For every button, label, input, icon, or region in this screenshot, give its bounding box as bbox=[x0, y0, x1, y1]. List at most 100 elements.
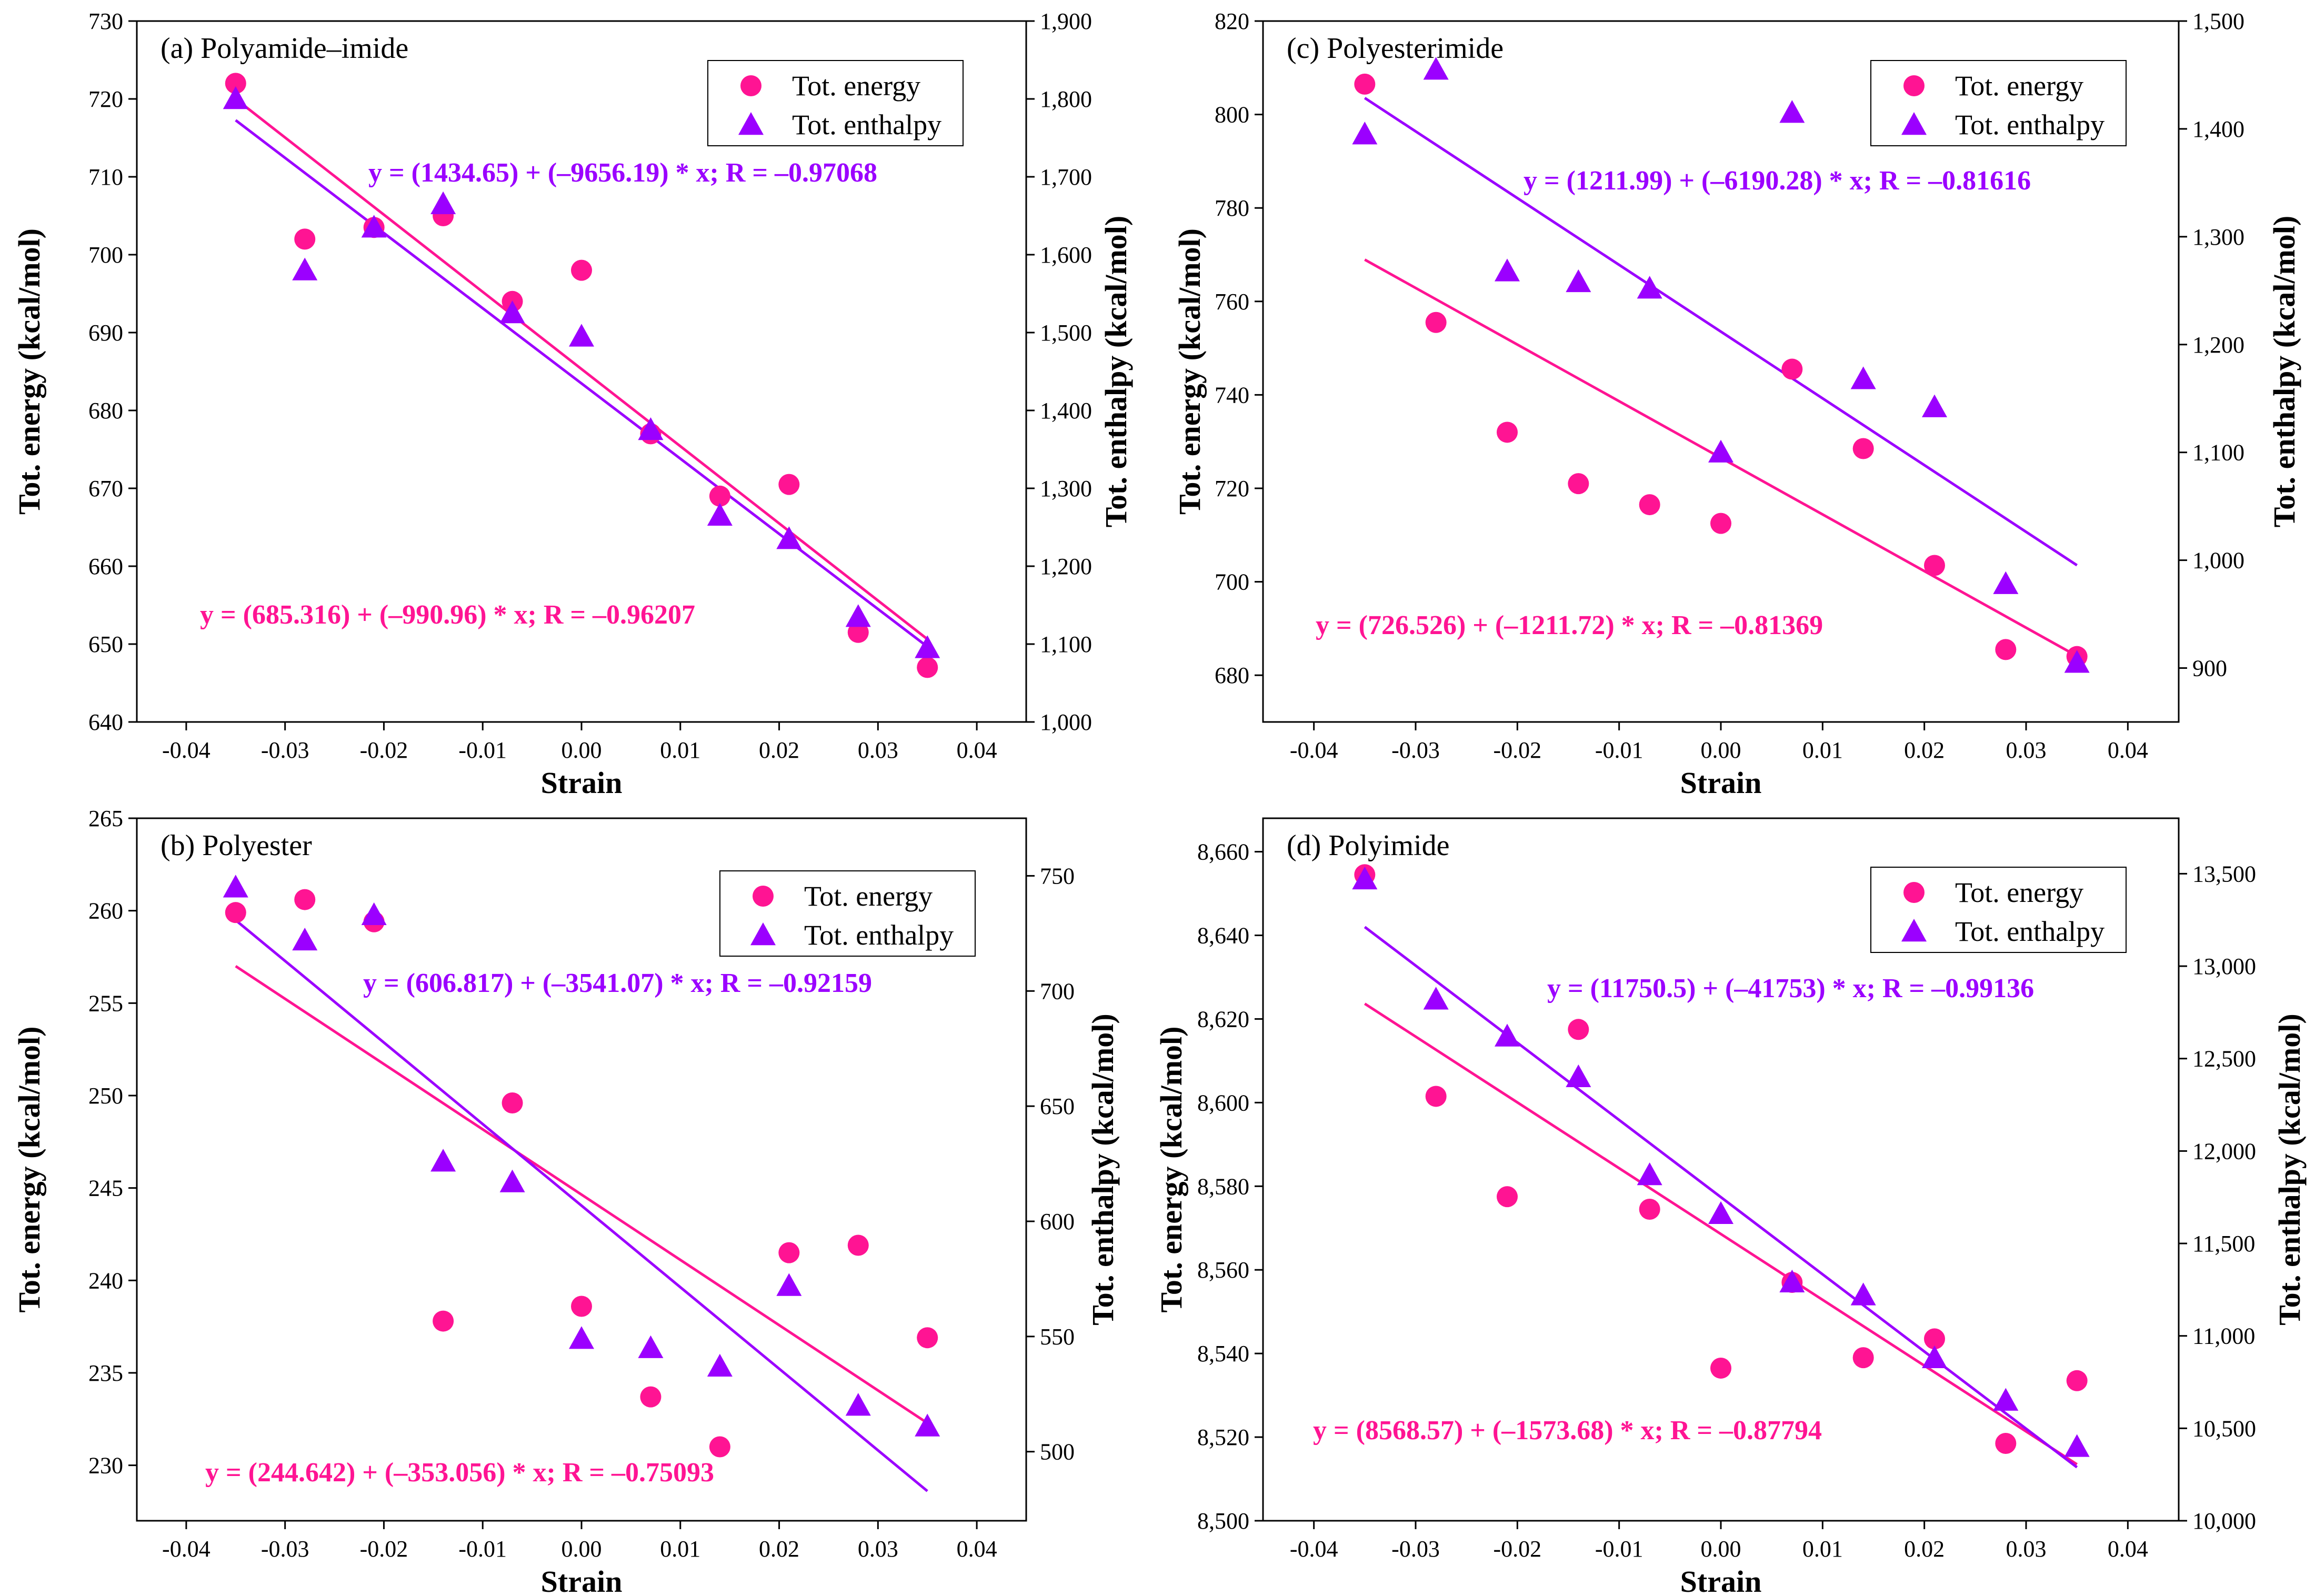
energy-point bbox=[1924, 555, 1945, 576]
y-tick-label: 260 bbox=[88, 898, 123, 924]
y2-tick-label: 1,300 bbox=[1040, 476, 1092, 501]
legend-energy-label: Tot. energy bbox=[792, 70, 920, 102]
fit-equation-enthalpy: y = (11750.5) + (–41753) * x; R = –0.991… bbox=[1547, 973, 2034, 1003]
y2-tick-label: 1,800 bbox=[1040, 86, 1092, 112]
enthalpy-point bbox=[1708, 439, 1733, 463]
legend: Tot. energy Tot. enthalpy bbox=[1870, 60, 2127, 146]
enthalpy-point bbox=[776, 1273, 802, 1296]
energy-point bbox=[225, 73, 246, 94]
enthalpy-point bbox=[1637, 1162, 1662, 1186]
y2-tick-label: 500 bbox=[1040, 1439, 1075, 1465]
panel-d: -0.04 -0.03 -0.02 -0.01 0.00 0.01 0.02 0.03 0.04… bbox=[1154, 817, 2307, 1596]
enthalpy-point bbox=[1495, 258, 1520, 282]
energy-point bbox=[778, 1242, 800, 1263]
energy-point bbox=[1568, 1019, 1589, 1040]
enthalpy-point bbox=[1850, 366, 1876, 389]
energy-point bbox=[1568, 473, 1589, 495]
energy-point bbox=[1781, 358, 1803, 380]
legend-enthalpy-marker bbox=[1901, 919, 1927, 942]
y-tick-label: 820 bbox=[1215, 8, 1249, 34]
fit-line-enthalpy bbox=[1364, 926, 2078, 1469]
enthalpy-point bbox=[1993, 1388, 2019, 1411]
panel-label: (d) Polyimide bbox=[1287, 829, 1450, 862]
x-tick-label: -0.02 bbox=[360, 737, 408, 763]
y-tick-label: 660 bbox=[88, 554, 123, 579]
enthalpy-point bbox=[2064, 650, 2090, 673]
x-tick-label: 0.01 bbox=[660, 737, 700, 763]
enthalpy-point bbox=[1495, 1023, 1520, 1047]
energy-point bbox=[1852, 438, 1874, 459]
energy-point bbox=[847, 1234, 869, 1256]
x-tick-label: -0.03 bbox=[261, 1536, 309, 1562]
x-tick-label: 0.00 bbox=[1701, 1536, 1741, 1562]
y-tick-label: 8,500 bbox=[1197, 1508, 1249, 1534]
x-tick-label: 0.01 bbox=[1802, 1536, 1843, 1562]
y-tick-label: 8,560 bbox=[1197, 1257, 1249, 1283]
x-tick-label: 0.03 bbox=[2006, 1536, 2047, 1562]
y-axis-title: Tot. energy (kcal/mol) bbox=[1154, 1027, 1188, 1313]
y2-tick-label: 1,900 bbox=[1040, 8, 1092, 34]
energy-point bbox=[225, 902, 246, 924]
enthalpy-point bbox=[845, 1393, 871, 1416]
y-tick-label: 240 bbox=[88, 1268, 123, 1293]
fit-line-enthalpy bbox=[235, 119, 928, 648]
y2-tick-label: 1,400 bbox=[2192, 116, 2244, 142]
y-tick-label: 710 bbox=[88, 164, 123, 190]
y-tick-label: 8,600 bbox=[1197, 1090, 1249, 1116]
energy-point bbox=[1497, 1186, 1518, 1208]
legend-enthalpy-label: Tot. enthalpy bbox=[1955, 916, 2104, 947]
x-tick-label: -0.02 bbox=[1494, 737, 1542, 763]
energy-point bbox=[502, 1092, 523, 1114]
legend-energy-label: Tot. energy bbox=[1955, 877, 2083, 908]
legend-energy-label: Tot. energy bbox=[804, 880, 933, 912]
y-tick-label: 640 bbox=[88, 709, 123, 735]
fit-equation-energy: y = (244.642) + (–353.056) * x; R = –0.7… bbox=[205, 1458, 714, 1488]
y2-tick-label: 1,500 bbox=[1040, 320, 1092, 346]
enthalpy-point bbox=[707, 503, 733, 526]
legend: Tot. energy Tot. enthalpy bbox=[1870, 867, 2127, 953]
x-tick-label: 0.01 bbox=[1802, 737, 1843, 763]
y2-tick-label: 1,000 bbox=[1040, 709, 1092, 735]
fit-equation-energy: y = (8568.57) + (–1573.68) * x; R = –0.8… bbox=[1313, 1416, 1822, 1446]
y-tick-label: 780 bbox=[1215, 195, 1249, 221]
x-tick-label: 0.04 bbox=[2108, 1536, 2148, 1562]
enthalpy-point bbox=[638, 1335, 664, 1358]
enthalpy-point bbox=[499, 1169, 525, 1192]
enthalpy-point bbox=[1922, 394, 1947, 417]
legend-energy-marker bbox=[1903, 75, 1925, 96]
energy-point bbox=[2066, 1370, 2088, 1391]
x-tick-label: 0.02 bbox=[1904, 1536, 1945, 1562]
legend-enthalpy-label: Tot. enthalpy bbox=[1955, 109, 2104, 140]
y2-tick-label: 1,400 bbox=[1040, 398, 1092, 424]
enthalpy-point bbox=[1922, 1345, 1947, 1369]
y-tick-label: 250 bbox=[88, 1083, 123, 1109]
enthalpy-point bbox=[361, 215, 387, 238]
y2-axis-title: Tot. enthalpy (kcal/mol) bbox=[1086, 1013, 1120, 1325]
y-tick-label: 670 bbox=[88, 476, 123, 501]
fit-line-enthalpy bbox=[235, 919, 928, 1492]
y2-tick-label: 550 bbox=[1040, 1324, 1075, 1350]
energy-point bbox=[1852, 1347, 1874, 1369]
enthalpy-point bbox=[1566, 1064, 1591, 1088]
y-tick-label: 230 bbox=[88, 1453, 123, 1479]
enthalpy-point bbox=[915, 635, 940, 658]
enthalpy-point bbox=[1637, 276, 1662, 299]
x-axis-title: Strain bbox=[1680, 1564, 1762, 1596]
x-tick-label: -0.02 bbox=[1494, 1536, 1542, 1562]
fit-equation-energy: y = (726.526) + (–1211.72) * x; R = –0.8… bbox=[1316, 610, 1823, 640]
x-tick-label: -0.03 bbox=[1391, 1536, 1440, 1562]
fit-line-energy bbox=[235, 965, 928, 1424]
y2-tick-label: 10,000 bbox=[2192, 1508, 2256, 1534]
fit-equation-enthalpy: y = (606.817) + (–3541.07) * x; R = –0.9… bbox=[363, 968, 872, 998]
enthalpy-point bbox=[1779, 100, 1805, 123]
energy-point bbox=[1639, 1198, 1660, 1220]
fit-equation-energy: y = (685.316) + (–990.96) * x; R = –0.96… bbox=[200, 600, 695, 630]
y-tick-label: 700 bbox=[1215, 569, 1249, 595]
y2-axis-title: Tot. enthalpy (kcal/mol) bbox=[2272, 1013, 2307, 1325]
fit-line-energy bbox=[1364, 1002, 2078, 1465]
y2-tick-label: 1,300 bbox=[2192, 224, 2244, 250]
energy-point bbox=[917, 657, 938, 678]
y2-tick-label: 1,600 bbox=[1040, 242, 1092, 268]
y-tick-label: 8,520 bbox=[1197, 1424, 1249, 1450]
energy-point bbox=[433, 1310, 454, 1332]
